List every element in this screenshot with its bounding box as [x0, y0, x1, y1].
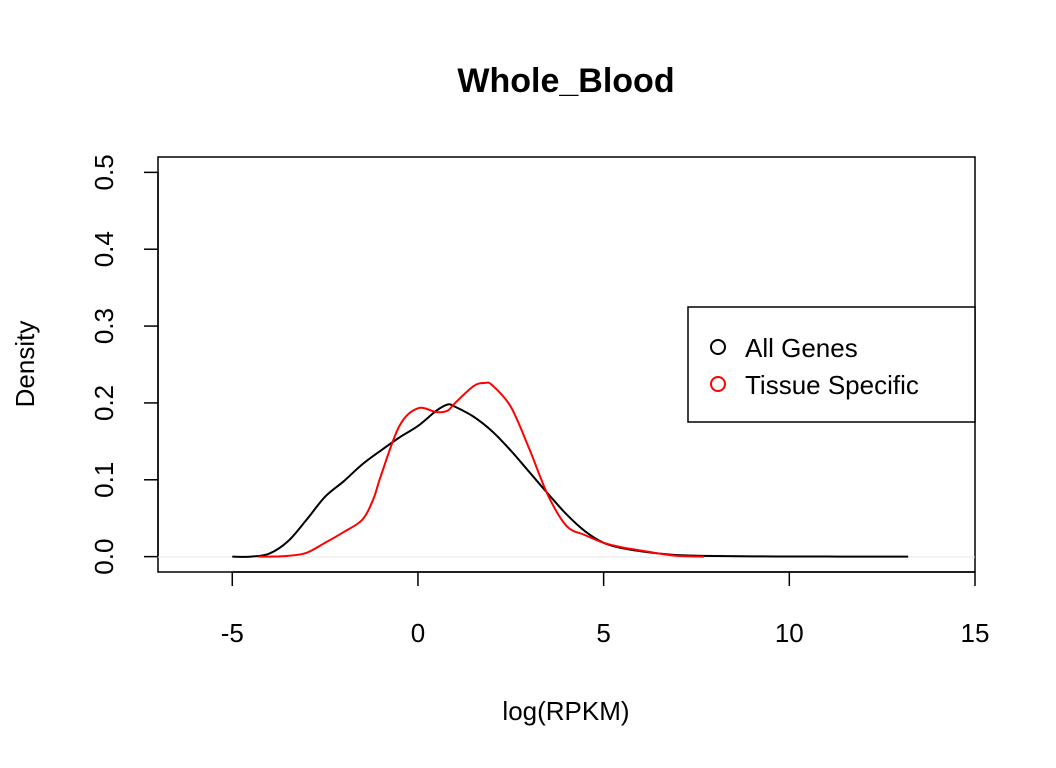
- legend: All Genes Tissue Specific: [687, 306, 976, 423]
- y-tick-label: 0.3: [89, 308, 119, 344]
- y-tick-label: 0.2: [89, 385, 119, 421]
- y-axis: 0.0 0.1 0.2 0.3 0.4 0.5: [89, 154, 159, 575]
- x-tick-label: 15: [961, 618, 990, 648]
- y-tick-label: 0.1: [89, 462, 119, 498]
- y-tick-label: 0.0: [89, 539, 119, 575]
- legend-box: [687, 306, 976, 423]
- legend-marker-all-genes: [710, 339, 726, 355]
- series-line-all-genes: [232, 403, 909, 558]
- y-tick-label: 0.4: [89, 231, 119, 267]
- series-line-tissue-specific: [258, 381, 704, 558]
- legend-label-tissue-specific: Tissue Specific: [745, 370, 919, 400]
- x-axis-label: log(RPKM): [502, 696, 629, 726]
- x-tick-label: 10: [775, 618, 804, 648]
- x-tick-label: 0: [411, 618, 425, 648]
- series-layer: [232, 381, 909, 558]
- y-tick-label: 0.5: [89, 154, 119, 190]
- legend-marker-tissue-specific: [710, 376, 726, 392]
- x-axis: -5 0 5 10 15: [221, 571, 990, 648]
- x-tick-label: -5: [221, 618, 244, 648]
- y-axis-label: Density: [10, 321, 40, 408]
- x-tick-label: 5: [596, 618, 610, 648]
- chart-title: Whole_Blood: [457, 62, 674, 100]
- legend-label-all-genes: All Genes: [745, 333, 858, 363]
